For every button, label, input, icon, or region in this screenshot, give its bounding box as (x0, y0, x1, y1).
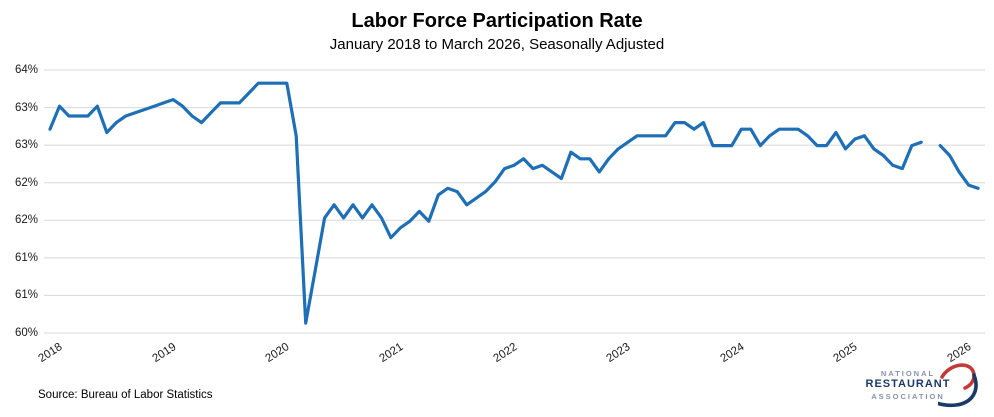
chart-title: Labor Force Participation Rate (351, 10, 643, 32)
y-axis-tick-label: 63% (14, 101, 38, 114)
nra-logo-restaurant: RESTAURANT (865, 378, 951, 391)
nra-logo: NATIONAL RESTAURANT ASSOCIATION (864, 361, 980, 411)
data-line (938, 144, 980, 190)
data-line (48, 81, 923, 325)
y-axis-tick-label: 60% (14, 327, 38, 339)
nra-logo-text: NATIONAL RESTAURANT ASSOCIATION (864, 369, 952, 402)
nra-logo-association: ASSOCIATION (871, 392, 945, 402)
y-axis-tick-label: 62% (14, 214, 38, 227)
source-note: Source: Bureau of Labor Statistics (38, 389, 213, 401)
chart-subtitle: January 2018 to March 2026, Seasonally A… (329, 36, 665, 53)
nra-swoosh-icon (938, 363, 978, 408)
nra-logo-national: NATIONAL (880, 369, 936, 378)
y-axis-tick-label: 62% (14, 176, 38, 189)
y-axis-tick-label: 63% (14, 139, 38, 152)
y-axis-tick-label: 61% (14, 251, 38, 264)
y-axis-tick-label: 64% (14, 64, 38, 76)
y-axis-tick-label: 61% (14, 289, 38, 302)
